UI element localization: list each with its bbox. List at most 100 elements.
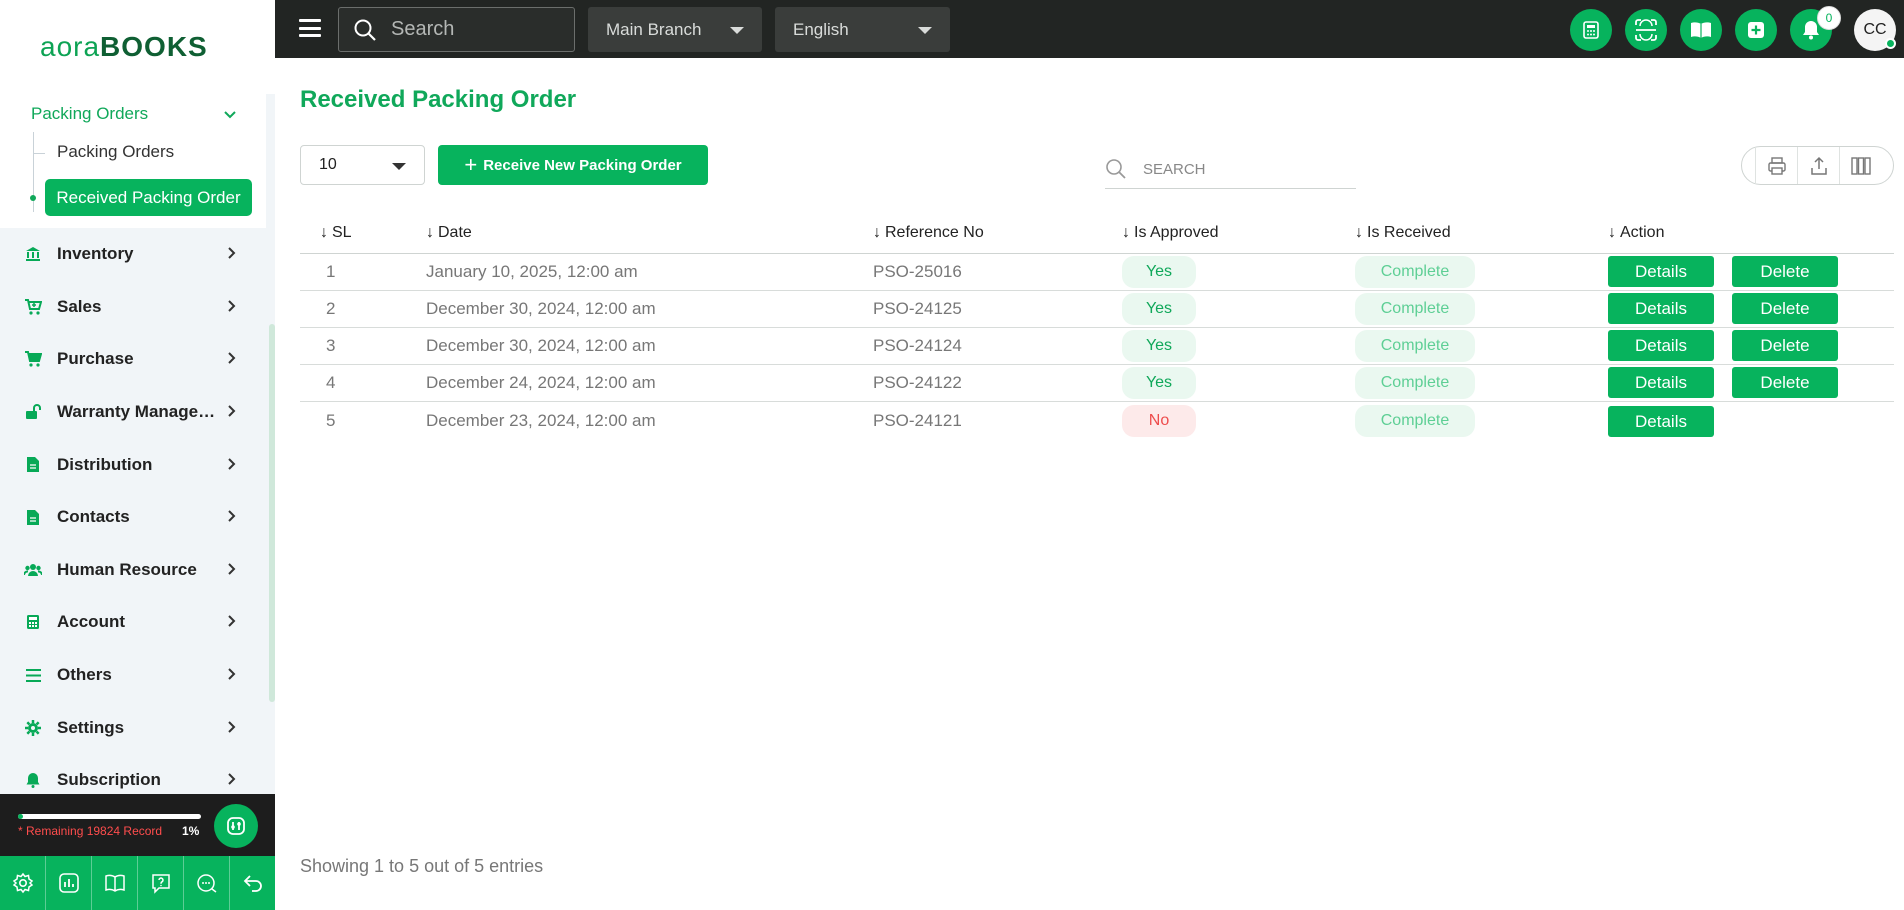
upgrade-plan-button[interactable] [214, 804, 258, 848]
cell-action: Details Delete [1608, 327, 1894, 365]
sort-arrow-icon: ↓ [426, 223, 434, 241]
app-logo[interactable]: aoraBOOKS [0, 0, 275, 94]
language-select[interactable]: English [775, 7, 950, 52]
sidebar-item-label: Human Resource [57, 559, 197, 579]
logo-bold-text: BOOKS [100, 31, 208, 62]
delete-button[interactable]: Delete [1732, 330, 1838, 361]
remaining-records-text: * Remaining 19824 Record [18, 824, 163, 838]
details-button[interactable]: Details [1608, 367, 1714, 398]
global-search-input[interactable] [391, 18, 561, 41]
cell-action: Details Delete [1608, 290, 1894, 328]
details-button[interactable]: Details [1608, 293, 1714, 324]
add-button[interactable] [1735, 9, 1777, 51]
sidebar-scrollbar[interactable] [269, 324, 275, 702]
search-icon [1106, 159, 1126, 179]
branch-select[interactable]: Main Branch [588, 7, 762, 52]
sidebar-item-sales[interactable]: Sales [0, 281, 266, 334]
table-search[interactable] [1105, 150, 1356, 189]
sidebar-item-purchase[interactable]: Purchase [0, 333, 266, 386]
column-header-reference-no[interactable]: ↓ Reference No [873, 213, 1122, 254]
book-button[interactable] [1680, 9, 1722, 51]
sidebar-subitem-packing-orders[interactable]: Packing Orders [57, 142, 175, 161]
page-size-value: 10 [319, 156, 337, 173]
book-icon[interactable] [92, 856, 138, 910]
logo-light-text: aora [40, 31, 101, 62]
receive-new-packing-order-button[interactable]: + Receive New Packing Order [438, 145, 708, 185]
approved-badge: Yes [1122, 329, 1196, 362]
sidebar-item-account[interactable]: Account [0, 596, 266, 649]
sidebar-item-human-resource[interactable]: Human Resource [0, 544, 266, 597]
sidebar-item-settings[interactable]: Settings [0, 701, 266, 754]
chat-icon[interactable] [184, 856, 230, 910]
cell-sl: 2 [300, 290, 426, 328]
delete-button[interactable]: Delete [1732, 293, 1838, 324]
table-search-input[interactable] [1143, 160, 1343, 178]
sidebar-item-contacts[interactable]: Contacts [0, 491, 266, 544]
received-badge: Complete [1355, 405, 1475, 438]
delete-button[interactable]: Delete [1732, 367, 1838, 398]
cell-date: December 30, 2024, 12:00 am [426, 290, 873, 328]
columns-icon[interactable] [1839, 147, 1881, 184]
column-header-is-approved[interactable]: ↓ Is Approved [1122, 213, 1355, 254]
user-avatar[interactable]: CC [1854, 9, 1896, 51]
cell-sl: 4 [300, 364, 426, 402]
packing-orders-submenu: Packing Orders Packing Orders Received P… [0, 94, 266, 228]
scan-button[interactable] [1625, 9, 1667, 51]
column-header-is-received[interactable]: ↓ Is Received [1355, 213, 1608, 254]
settings-icon[interactable] [0, 856, 46, 910]
sidebar-item-warranty-management[interactable]: Warranty Management [0, 386, 266, 439]
chevron-right-icon [228, 614, 236, 630]
cart-icon [24, 350, 42, 368]
sidebar-subitem-received-packing-order[interactable]: Received Packing Order [45, 179, 252, 216]
document-icon [24, 508, 42, 526]
chevron-right-icon [228, 404, 236, 420]
table-row: 5 December 23, 2024, 12:00 am PSO-24121 … [300, 401, 1894, 441]
users-icon [24, 561, 42, 579]
back-icon[interactable] [230, 856, 275, 910]
cell-date: December 30, 2024, 12:00 am [426, 327, 873, 365]
sidebar-item-inventory[interactable]: Inventory [0, 228, 266, 281]
notification-count-badge: 0 [1817, 6, 1841, 30]
cell-is-received: Complete [1355, 327, 1608, 365]
column-header-sl[interactable]: ↓ SL [300, 213, 426, 254]
help-icon[interactable] [138, 856, 184, 910]
cell-is-received: Complete [1355, 253, 1608, 291]
chevron-right-icon [228, 772, 236, 788]
sidebar-item-label: Distribution [57, 454, 153, 474]
details-button[interactable]: Details [1608, 330, 1714, 361]
print-icon[interactable] [1755, 147, 1797, 184]
packing-orders-table: ↓ SL ↓ Date ↓ Reference No ↓ Is Approved ↓ Is… [300, 213, 1894, 441]
sidebar-group-packing-orders[interactable]: Packing Orders [31, 104, 236, 124]
cell-date: January 10, 2025, 12:00 am [426, 253, 873, 291]
column-header-action[interactable]: ↓ Action [1608, 213, 1894, 254]
menu-toggle-icon[interactable] [299, 19, 321, 37]
chevron-down-icon [224, 107, 236, 122]
table-row: 4 December 24, 2024, 12:00 am PSO-24122 … [300, 364, 1894, 402]
page-size-select[interactable]: 10 [300, 145, 425, 185]
details-button[interactable]: Details [1608, 256, 1714, 287]
records-percent: 1% [182, 824, 200, 838]
global-search[interactable] [338, 7, 575, 52]
search-icon [354, 19, 376, 41]
pagination-info: Showing 1 to 5 out of 5 entries [300, 856, 544, 876]
bell-icon [1803, 21, 1819, 40]
sidebar-item-label: Others [57, 665, 112, 685]
sidebar-item-subscription[interactable]: Subscription [0, 754, 266, 807]
cell-is-received: Complete [1355, 364, 1608, 402]
details-button[interactable]: Details [1608, 405, 1714, 437]
chart-icon[interactable] [46, 856, 92, 910]
approved-badge: Yes [1122, 366, 1196, 399]
table-header-row: ↓ SL ↓ Date ↓ Reference No ↓ Is Approved ↓ Is… [300, 213, 1894, 254]
sidebar-bottom-toolbar [0, 856, 275, 910]
delete-button[interactable]: Delete [1732, 256, 1838, 287]
cell-action: Details Delete [1608, 364, 1894, 402]
document-icon [24, 456, 42, 474]
approved-badge: Yes [1122, 292, 1196, 325]
column-header-date[interactable]: ↓ Date [426, 213, 873, 254]
export-icon[interactable] [1797, 147, 1839, 184]
calculator-button[interactable] [1570, 9, 1612, 51]
received-badge: Complete [1355, 255, 1475, 288]
sidebar-item-distribution[interactable]: Distribution [0, 438, 266, 491]
tree-line [33, 132, 34, 212]
sidebar-item-others[interactable]: Others [0, 649, 266, 702]
